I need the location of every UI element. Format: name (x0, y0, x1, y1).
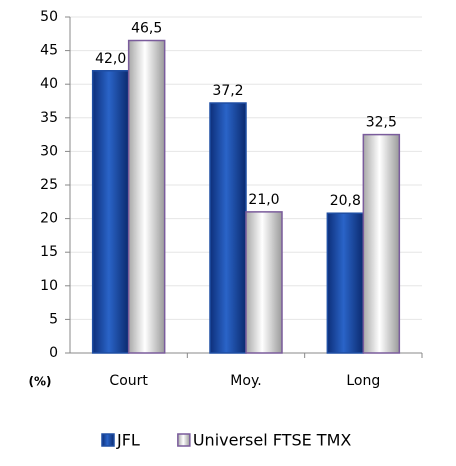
legend-swatch (101, 433, 115, 447)
y-tick-label: 25 (40, 177, 58, 193)
bar (326, 212, 365, 354)
y-tick-label: 35 (40, 110, 58, 126)
y-axis-label: (%) (29, 375, 52, 389)
y-tick-label: 0 (49, 345, 58, 361)
bar (245, 211, 283, 354)
y-tick-label: 40 (40, 76, 58, 92)
value-label: 46,5 (131, 21, 162, 37)
value-label: 20,8 (330, 193, 361, 209)
legend-label: JFL (116, 431, 140, 450)
y-tick-label: 10 (40, 278, 58, 294)
value-label: 37,2 (212, 83, 243, 99)
legend-swatch (177, 433, 191, 447)
y-tick-label: 20 (40, 211, 58, 227)
y-tick-label: 45 (40, 43, 58, 59)
x-tick-label: Court (109, 373, 148, 389)
value-label: 32,5 (366, 115, 397, 131)
x-tick-label: Moy. (230, 373, 261, 389)
bar (127, 39, 166, 354)
y-tick-label: 50 (40, 9, 58, 25)
y-tick-label: 15 (40, 244, 58, 260)
value-label: 21,0 (248, 192, 279, 208)
y-tick-label: 5 (49, 311, 58, 327)
y-tick-label: 30 (40, 143, 58, 159)
x-tick-label: Long (346, 373, 380, 389)
bar (362, 133, 401, 354)
legend-label: Universel FTSE TMX (193, 431, 352, 450)
bar (209, 102, 247, 354)
bar (91, 70, 130, 354)
value-label: 42,0 (95, 51, 126, 67)
